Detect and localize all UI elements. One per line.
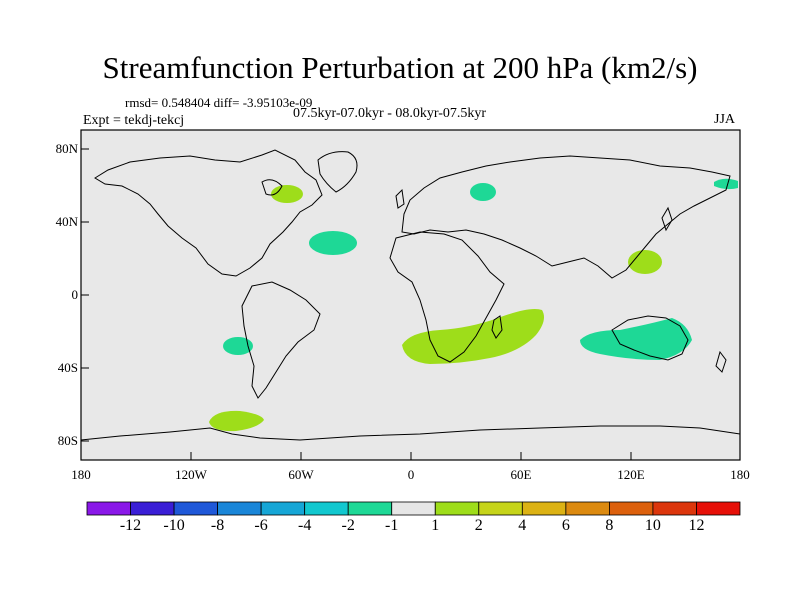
colorbar [86,501,741,516]
colorbar-label: 6 [561,517,570,534]
experiment-label: Expt = tekdj-tekcj [83,113,185,128]
x-tick-label: 0 [407,467,415,482]
coast-north-america [94,149,323,277]
anomaly-southern-africa [402,309,544,364]
anomaly-layer [209,178,738,432]
y-tick-label: 80S [57,433,78,448]
colorbar-label: -2 [341,517,355,534]
colorbar-label: 10 [644,517,661,534]
x-tick-label: 120E [617,467,645,482]
y-tick-label: 0 [71,287,79,302]
colorbar-box [86,501,131,516]
map-background [81,130,740,460]
colorbar-label: -12 [119,517,142,534]
anomaly-antarctic-peninsula [209,410,264,432]
coast-antarctica [80,425,741,441]
anomaly-australia [580,318,692,360]
colorbar-label: -4 [298,517,312,534]
colorbar-box [130,501,175,516]
coast-madagascar [491,315,503,339]
colorbar-box [609,501,654,516]
colorbar-box [565,501,610,516]
coast-africa [389,231,505,363]
colorbar-label: -8 [210,517,225,534]
anomaly-hudson-bay [271,185,303,203]
colorbar-label: 4 [518,517,527,534]
colorbar-label: 2 [474,517,483,534]
colorbar-box [260,501,306,516]
colorbar-label: 8 [605,517,614,534]
chart-title: Streamfunction Perturbation at 200 hPa (… [102,50,698,85]
y-tick-label: 40S [57,360,78,375]
coast-australia [611,315,689,361]
colorbar-label: -1 [385,517,399,534]
anomaly-western-pacific [628,250,662,274]
colorbar-box [304,501,349,516]
colorbar-box [347,501,393,516]
coast-uk [395,188,405,209]
colorbar-label: -10 [163,517,185,534]
coast-eurasia [401,155,731,279]
colorbar-label: 12 [688,517,705,534]
colorbar-box [173,501,219,516]
axis-ticks [80,148,741,460]
colorbar-box [652,501,697,516]
colorbar-box [521,501,567,516]
x-tick-label: 60E [510,467,532,482]
colorbar-box [696,501,741,516]
colorbar-box [217,501,262,516]
coast-japan [661,206,673,232]
anomaly-north-atlantic [309,231,357,255]
colorbar-label: -6 [254,517,268,534]
x-tick-label: 180 [71,467,91,482]
period-label: 07.5kyr-07.0kyr - 08.0kyr-07.5kyr [293,106,487,121]
stats-label: rmsd= 0.548404 diff= -3.95103e-09 [125,95,313,110]
x-tick-label: 120W [175,467,207,482]
colorbar-box [434,501,480,516]
x-tick-label: 60W [288,467,314,482]
x-tick-label: 180 [730,467,750,482]
y-tick-label: 40N [55,214,78,229]
season-label: JJA [714,112,736,127]
coast-hudson-bay [261,179,283,196]
anomaly-bering [714,178,738,190]
coast-south-america [241,281,321,399]
colorbar-box [478,501,523,516]
anomaly-russia [470,183,496,201]
coastlines [80,149,741,441]
y-tick-label: 80N [55,141,78,156]
coast-new-zealand [715,350,727,373]
colorbar-box [391,501,436,516]
coast-greenland [317,151,358,193]
anomaly-south-pacific [223,337,253,355]
colorbar-label: 1 [431,517,440,534]
